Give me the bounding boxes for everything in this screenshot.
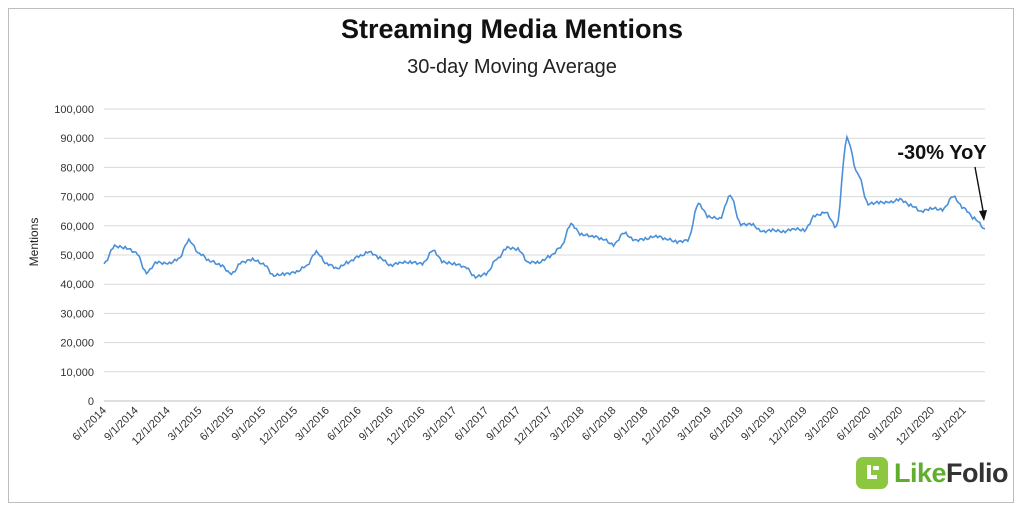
- x-tick-label: 6/1/2018: [580, 405, 619, 444]
- series-line: [103, 134, 986, 280]
- y-tick-label: 40,000: [60, 279, 94, 291]
- x-axis-ticks: 6/1/20149/1/201412/1/20143/1/20156/1/201…: [70, 405, 969, 448]
- x-tick-label: 3/1/2017: [421, 405, 460, 444]
- x-tick-label: 6/1/2019: [707, 405, 746, 444]
- logo-text-folio: Folio: [946, 457, 1009, 488]
- y-axis-label: Mentions: [27, 218, 41, 267]
- x-tick-label: 6/1/2014: [70, 405, 109, 444]
- logo-text-like: Like: [894, 457, 947, 488]
- annotation-arrow: [974, 166, 987, 221]
- x-tick-label: 3/1/2018: [548, 405, 587, 444]
- chart-subtitle: 30-day Moving Average: [407, 56, 617, 78]
- chart-title: Streaming Media Mentions: [340, 14, 684, 44]
- x-tick-label: 6/1/2017: [452, 405, 491, 444]
- x-tick-label: 3/1/2019: [675, 405, 714, 444]
- x-tick-label: 6/1/2015: [198, 405, 237, 444]
- y-tick-label: 10,000: [60, 367, 94, 379]
- y-tick-label: 50,000: [60, 250, 94, 262]
- y-tick-label: 70,000: [60, 192, 94, 204]
- gridlines: [104, 108, 985, 402]
- likefolio-logo-icon: [856, 457, 888, 489]
- yoy-annotation: -30% YoY: [897, 142, 987, 164]
- x-tick-label: 3/1/2015: [166, 405, 205, 444]
- y-tick-label: 90,000: [60, 133, 94, 145]
- y-tick-label: 80,000: [60, 162, 94, 174]
- x-tick-label: 3/1/2021: [930, 405, 969, 444]
- y-tick-label: 0: [88, 396, 94, 408]
- y-tick-label: 30,000: [60, 308, 94, 320]
- y-tick-label: 20,000: [60, 338, 94, 350]
- x-tick-label: 3/1/2020: [803, 405, 842, 444]
- x-tick-label: 6/1/2016: [325, 405, 364, 444]
- y-tick-label: 100,000: [54, 104, 94, 116]
- x-tick-label: 3/1/2016: [293, 405, 332, 444]
- y-axis-ticks: 0 10,000 20,000 30,000 40,000 50,000 60,000 70,…: [54, 104, 94, 408]
- y-tick-label: 60,000: [60, 221, 94, 233]
- likefolio-logo: LikeFolio: [856, 455, 1009, 491]
- x-tick-label: 6/1/2020: [835, 405, 874, 444]
